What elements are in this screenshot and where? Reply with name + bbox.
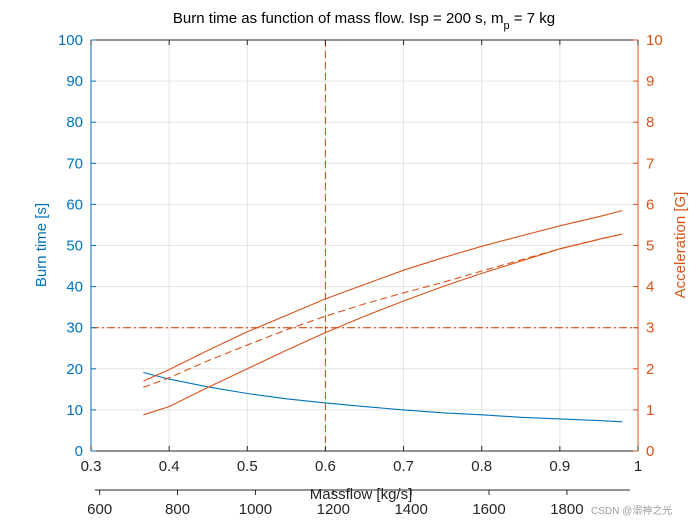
y-tick-label-left: 30 — [66, 320, 83, 337]
y-tick-label-left: 50 — [66, 238, 83, 255]
y-tick-label-left: 70 — [66, 155, 83, 172]
reference-lines — [91, 40, 638, 451]
chart-title: Burn time as function of mass flow. Isp … — [173, 10, 555, 32]
watermark: CSDN @溺神之光 — [591, 504, 672, 517]
y-tick-label-right: 10 — [646, 32, 663, 49]
thrust-axis-tick-label: 1200 — [317, 501, 350, 518]
y-tick-label-right: 9 — [646, 73, 654, 90]
y-tick-label-right: 7 — [646, 155, 654, 172]
series-line-2 — [143, 210, 623, 382]
axes: 0.3 0.4 0.5 0.6 0.7 0.8 0.9 1010203040506070809… — [58, 32, 663, 518]
thrust-axis-tick-label: 1800 — [550, 501, 583, 518]
thrust-axis-tick-label: 600 — [87, 501, 112, 518]
x-tick-label: 0.7 — [393, 458, 414, 475]
y-tick-label-right: 5 — [646, 238, 654, 255]
x-tick-label: 0.5 — [237, 458, 258, 475]
y-tick-label-right: 2 — [646, 361, 654, 378]
series-line-1 — [143, 371, 623, 423]
x-tick-label: 0.6 — [315, 458, 336, 475]
y-tick-label-right: 4 — [646, 279, 654, 296]
x-tick-label: 0.4 — [159, 458, 180, 475]
thrust-axis-tick-label: 1000 — [239, 501, 272, 518]
thrust-axis-tick-label: 1400 — [394, 501, 427, 518]
y-tick-label-left: 20 — [66, 361, 83, 378]
x-tick-label: 0.9 — [549, 458, 570, 475]
y-tick-label-left: 0 — [75, 443, 83, 460]
series-group — [143, 210, 623, 423]
y-tick-label-right: 8 — [646, 114, 654, 131]
x-axis-label: Massflow [kg/s] — [310, 486, 413, 503]
y-tick-label-left: 60 — [66, 196, 83, 213]
thrust-axis-tick-label: 1600 — [472, 501, 505, 518]
x-tick-label: 0.3 — [81, 458, 102, 475]
y-tick-label-right: 3 — [646, 320, 654, 337]
y-tick-label-right: 6 — [646, 196, 654, 213]
y-tick-label-left: 10 — [66, 402, 83, 419]
x-tick-label: 0.8 — [471, 458, 492, 475]
y-tick-label-right: 1 — [646, 402, 654, 419]
y-tick-label-left: 90 — [66, 73, 83, 90]
y-tick-label-left: 100 — [58, 32, 83, 49]
series-line-4 — [143, 233, 623, 416]
x-tick-label: 1 — [634, 458, 642, 475]
y-tick-label-left: 40 — [66, 279, 83, 296]
thrust-axis-tick-label: 800 — [165, 501, 190, 518]
y-axis-right-label: Acceleration [G] — [672, 192, 689, 299]
y-tick-label-left: 80 — [66, 114, 83, 131]
y-tick-label-right: 0 — [646, 443, 654, 460]
y-axis-left-label: Burn time [s] — [33, 203, 50, 287]
